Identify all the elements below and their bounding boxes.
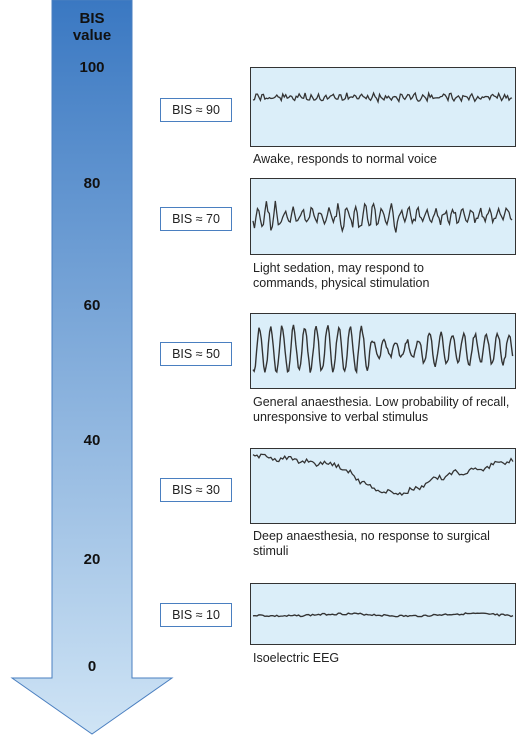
axis-title-line-2: value [72,27,112,44]
caption-isoelectric: Isoelectric EEG [253,651,340,665]
tick-label-80: 80 [83,175,101,192]
bis-label-10: BIS ≈ 10 [160,603,232,627]
scale-arrow-body [10,0,174,735]
tick-label-100: 100 [79,59,105,76]
bis-label-70: BIS ≈ 70 [160,207,232,231]
eeg-panel-isoelectric [250,583,516,645]
bis-label-90: BIS ≈ 90 [160,98,232,122]
tick-label-20: 20 [83,551,101,568]
eeg-panel-deep-anaesthesia [250,448,516,524]
eeg-panel-awake [250,67,516,147]
eeg-trace-isoelectric [252,612,514,618]
caption-general-anaesthesia: General anaesthesia. Low probability of … [253,395,510,424]
tick-label-40: 40 [83,432,101,449]
eeg-panel-light-sedation [250,178,516,255]
axis-title-line-1: BIS [79,10,105,27]
caption-awake: Awake, responds to normal voice [253,152,437,166]
axis-title: BIS value [52,10,132,44]
eeg-trace-awake [252,90,513,105]
tick-label-0: 0 [87,658,97,675]
eeg-trace-deep-anaesthesia [252,453,514,496]
bis-label-30: BIS ≈ 30 [160,478,232,502]
bis-label-50: BIS ≈ 50 [160,342,232,366]
eeg-trace-general-anaesthesia [252,324,514,375]
eeg-panel-general-anaesthesia [250,313,516,389]
caption-light-sedation: Light sedation, may respond to commands,… [253,261,430,290]
caption-deep-anaesthesia: Deep anaesthesia, no response to surgica… [253,529,490,558]
eeg-trace-light-sedation [252,200,513,234]
tick-label-60: 60 [83,297,101,314]
